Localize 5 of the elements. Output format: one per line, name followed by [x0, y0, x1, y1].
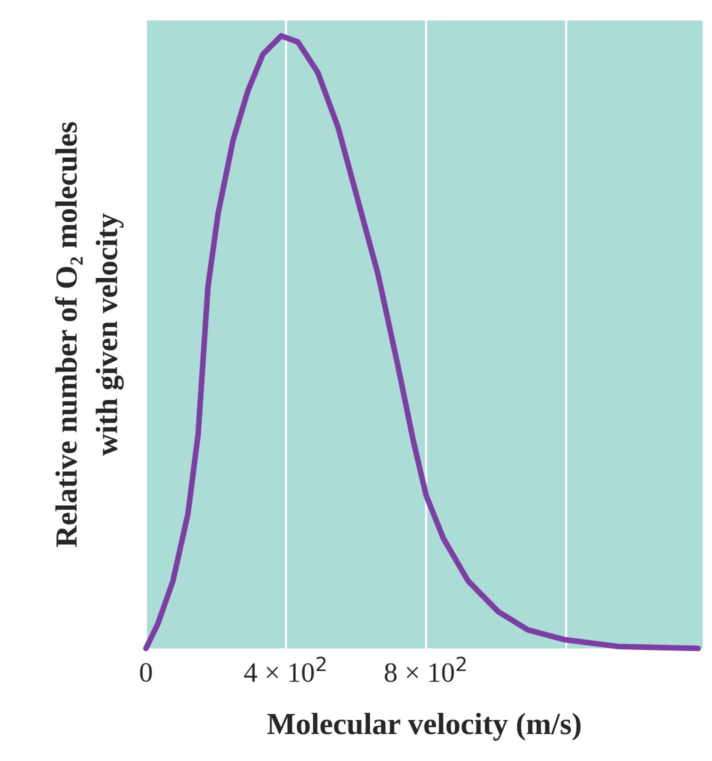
x-tick-label: 4 × 10$^{2}$ — [244, 656, 326, 682]
x-axis-title: Molecular velocity (m/s) — [267, 712, 581, 741]
y-axis-title: Relative number of O₂ molecules with given velocity — [55, 122, 124, 548]
x-tick-label: 0 — [140, 663, 152, 682]
x-tick-label: 8 × 10$^{2}$ — [384, 656, 466, 682]
